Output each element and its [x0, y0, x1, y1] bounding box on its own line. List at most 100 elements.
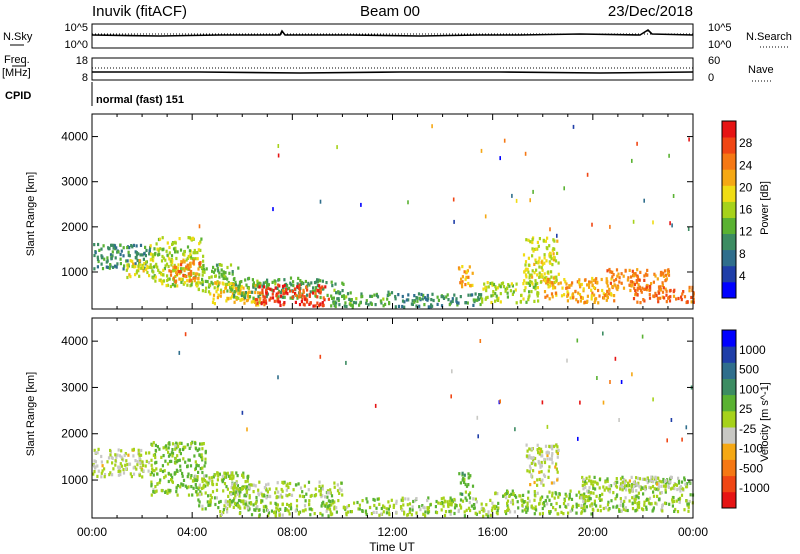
- velocity-echo-cell: [342, 505, 345, 509]
- power-echo-cell: [524, 286, 527, 290]
- power-echo-cell: [461, 285, 464, 289]
- velocity-echo-cell: [461, 492, 464, 496]
- power-echo-cell: [548, 244, 551, 248]
- velocity-echo-cell: [556, 512, 559, 516]
- power-echo-cell: [266, 281, 269, 285]
- power-echo-cell: [519, 300, 522, 304]
- velocity-echo-cell: [641, 507, 644, 511]
- power-echo-cell: [110, 243, 113, 247]
- velocity-echo-cell: [621, 475, 624, 479]
- velocity-echo-cell: [326, 495, 329, 499]
- power-echo-cell: [672, 290, 675, 294]
- velocity-ytick-label: 3000: [61, 380, 88, 394]
- velocity-xtick-label: 04:00: [177, 525, 207, 539]
- power-echo-cell: [240, 280, 243, 284]
- power-echo-cell: [660, 273, 663, 277]
- velocity-echo-cell: [687, 502, 690, 506]
- velocity-echo-cell: [199, 467, 202, 471]
- velocity-echo-cell: [197, 498, 200, 502]
- velocity-echo-cell: [235, 486, 238, 490]
- power-echo-cell: [145, 267, 148, 272]
- power-echo-cell: [274, 286, 277, 290]
- power-echo-cell: [653, 294, 656, 299]
- velocity-echo-cell: [195, 464, 198, 468]
- velocity-echo-cell: [187, 493, 191, 497]
- velocity-echo-cell: [184, 460, 187, 464]
- velocity-echo-cell: [248, 501, 251, 505]
- velocity-echo-cell: [190, 485, 193, 489]
- power-echo-cell: [660, 270, 663, 274]
- power-echo-cell: [100, 262, 103, 266]
- power-echo-cell: [172, 247, 176, 251]
- power-echo-cell: [382, 304, 385, 308]
- power-ytick-label: 1000: [61, 265, 88, 279]
- power-echo-cell: [285, 287, 288, 292]
- power-echo-cell: [455, 297, 458, 301]
- velocity-echo-cell: [385, 511, 388, 515]
- power-echo-cell: [527, 298, 530, 302]
- power-echo-cell: [535, 260, 538, 265]
- velocity-echo-cell: [489, 498, 492, 502]
- velocity-echo-cell: [406, 503, 409, 507]
- power-echo-cell: [192, 261, 195, 265]
- power-echo-cell: [291, 295, 294, 299]
- power-echo-cell: [538, 237, 541, 241]
- power-echo-cell: [319, 291, 322, 295]
- velocity-echo-cell: [587, 489, 590, 493]
- power-echo-cell: [173, 284, 177, 288]
- velocity-echo-cell: [604, 480, 607, 484]
- power-echo-cell: [336, 297, 339, 301]
- power-echo-cell: [480, 148, 483, 153]
- velocity-echo-cell: [136, 460, 139, 464]
- power-echo-cell: [544, 239, 547, 243]
- velocity-echo-cell: [599, 509, 602, 513]
- power-echo-cell: [386, 293, 389, 297]
- power-echo-cell: [170, 254, 174, 258]
- power-echo-cell: [526, 267, 529, 271]
- velocity-echo-cell: [620, 485, 624, 489]
- power-echo-cell: [613, 279, 616, 283]
- power-echo-cell: [196, 251, 199, 255]
- power-echo-cell: [182, 267, 185, 271]
- power-echo-cell: [656, 277, 659, 281]
- velocity-echo-cell: [231, 473, 234, 477]
- velocity-echo-cell: [94, 451, 97, 455]
- power-echo-cell: [234, 280, 237, 284]
- velocity-echo-cell: [178, 350, 181, 355]
- velocity-echo-cell: [236, 501, 239, 505]
- velocity-echo-cell: [607, 508, 610, 512]
- velocity-echo-cell: [429, 503, 432, 507]
- velocity-echo-cell: [510, 492, 513, 496]
- velocity-echo-cell: [657, 481, 660, 486]
- velocity-echo-cell: [168, 442, 171, 446]
- velocity-echo-cell: [304, 499, 307, 503]
- velocity-echo-cell: [566, 358, 568, 363]
- velocity-echo-cell: [170, 459, 173, 463]
- power-echo-cell: [227, 296, 230, 301]
- velocity-echo-cell: [543, 504, 546, 508]
- velocity-echo-cell: [93, 464, 96, 468]
- velocity-echo-cell: [257, 488, 260, 492]
- velocity-echo-cell: [592, 508, 595, 512]
- velocity-echo-cell: [108, 473, 111, 477]
- power-echo-cell: [533, 271, 536, 275]
- velocity-echo-cell: [534, 505, 537, 509]
- velocity-echo-cell: [551, 452, 554, 456]
- velocity-echo-cell: [263, 486, 266, 490]
- power-echo-cell: [134, 256, 137, 260]
- velocity-echo-cell: [540, 464, 543, 468]
- velocity-echo-cell: [289, 481, 292, 486]
- velocity-echo-cell: [541, 506, 544, 511]
- velocity-echo-cell: [223, 504, 226, 508]
- power-echo-cell: [630, 275, 633, 279]
- velocity-echo-cell: [556, 470, 559, 474]
- power-echo-cell: [613, 299, 616, 303]
- velocity-echo-cell: [415, 514, 419, 518]
- power-echo-cell: [528, 290, 531, 294]
- velocity-echo-cell: [520, 498, 523, 502]
- power-echo-cell: [185, 265, 188, 269]
- velocity-echo-cell: [537, 451, 540, 455]
- power-echo-cell: [631, 269, 634, 273]
- velocity-echo-cell: [544, 499, 547, 503]
- velocity-echo-cell: [530, 504, 533, 508]
